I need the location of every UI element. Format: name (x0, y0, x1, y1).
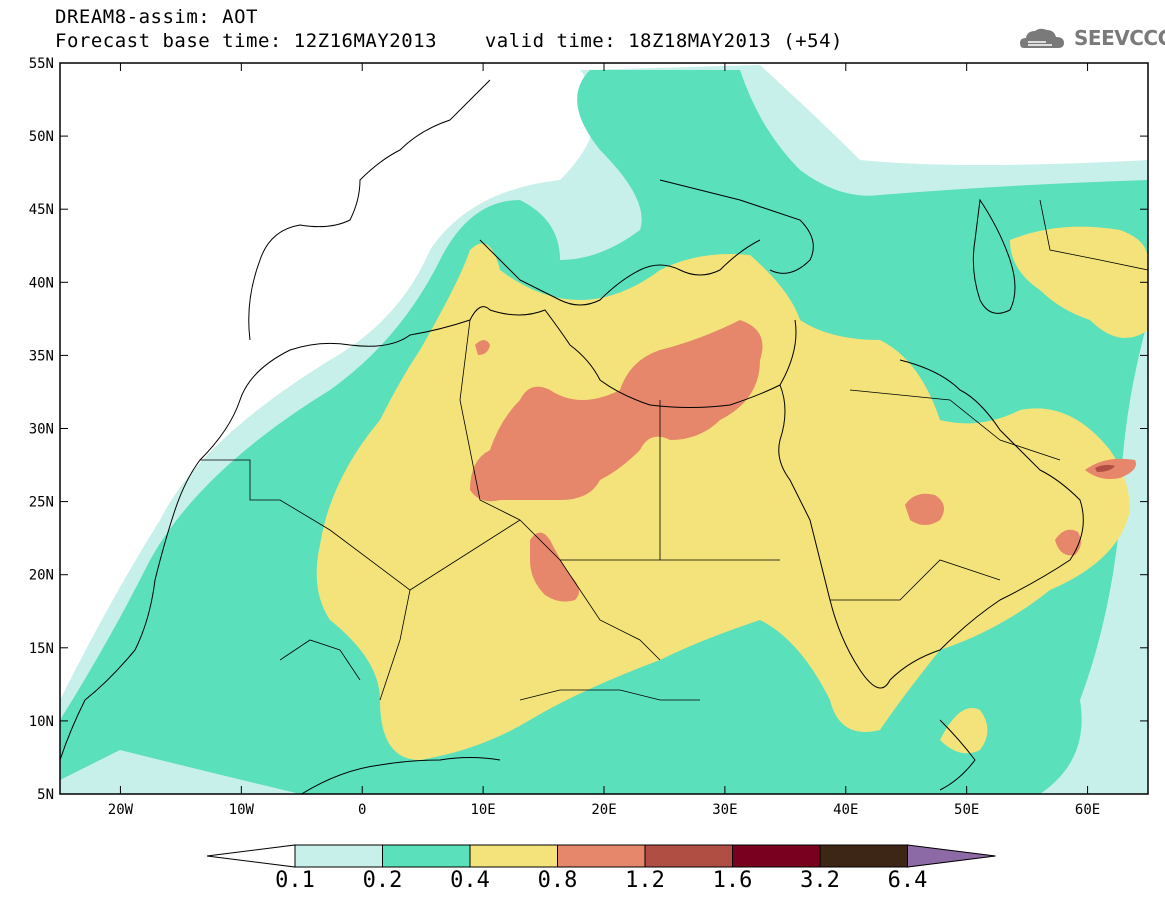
aot-shade-1.2-iran (1095, 464, 1115, 472)
colorbar-segment (732, 844, 821, 868)
lat-tick-label: 55N (29, 56, 54, 72)
lat-tick-label: 45N (29, 202, 54, 218)
lat-tick-label: 10N (29, 714, 54, 730)
colorbar-label: 0.2 (362, 868, 403, 893)
aot-shade-0.4 (316, 243, 1131, 761)
longitude-axis: 20W 10W 0 10E 20E 30E 40E 50E 60E (108, 63, 1100, 818)
aot-shade-0.8-oman (1055, 529, 1081, 556)
colorbar-over-arrow (907, 844, 996, 868)
lon-tick-label: 20E (591, 802, 616, 818)
lon-tick-label: 40E (833, 802, 858, 818)
lon-tick-label: 0 (358, 802, 366, 818)
lat-tick-label: 35N (29, 348, 54, 364)
colorbar-label: 0.1 (275, 868, 315, 893)
lon-tick-label: 60E (1075, 802, 1100, 818)
borders (200, 199, 1148, 701)
lat-tick-label: 30N (29, 422, 54, 438)
latitude-axis: 55N 50N 45N 40N 35N 30N 25N 20N 15N 10N 5N (29, 56, 1148, 803)
cloud-logo-icon (1020, 28, 1064, 48)
colorbar-label: 3.2 (800, 868, 840, 893)
lon-tick-label: 30E (712, 802, 737, 818)
lon-tick-label: 10E (470, 802, 495, 818)
aot-field (60, 65, 1148, 794)
colorbar-segment (644, 844, 733, 868)
colorbar-segment (469, 844, 558, 868)
aot-shade-0.8 (470, 320, 763, 502)
lon-tick-label: 10W (229, 802, 255, 818)
lat-tick-label: 20N (29, 568, 54, 584)
lat-tick-label: 15N (29, 641, 54, 657)
colorbar (206, 844, 996, 868)
aot-shade-0.4-somalia (940, 708, 988, 754)
aot-shade-0.8-tunisia (475, 340, 490, 355)
colorbar-label: 6.4 (887, 868, 928, 893)
colorbar-label: 0.8 (537, 868, 578, 893)
logo-text: SEEVCCC (1074, 26, 1165, 50)
lat-tick-label: 40N (29, 275, 54, 291)
colorbar-segment (382, 844, 471, 868)
aot-shade-0.8-chad (530, 532, 579, 602)
lat-tick-label: 50N (29, 129, 54, 145)
colorbar-under-arrow (206, 844, 296, 868)
coastlines (60, 79, 1084, 794)
aot-shade-0.4-caspian (1010, 226, 1148, 338)
base-time-label: Forecast base time: 12Z16MAY2013 (55, 30, 438, 52)
forecast-base-time: Forecast base time: 12Z16MAY2013 valid t… (55, 30, 843, 52)
valid-time-label: valid time: 18Z18MAY2013 (+54) (484, 30, 843, 52)
colorbar-label: 1.6 (712, 868, 753, 893)
lat-tick-label: 5N (37, 787, 54, 803)
aot-shade-0.8-arabia (905, 493, 944, 525)
map-title: DREAM8-assim: AOT (55, 6, 258, 28)
colorbar-label: 1.2 (625, 868, 665, 893)
colorbar-segment (819, 844, 908, 868)
colorbar-segment (294, 844, 383, 868)
lat-tick-label: 25N (29, 495, 54, 511)
lon-tick-label: 20W (108, 802, 134, 818)
colorbar-segment (557, 844, 646, 868)
lon-tick-label: 50E (954, 802, 979, 818)
colorbar-label: 0.4 (450, 868, 490, 893)
